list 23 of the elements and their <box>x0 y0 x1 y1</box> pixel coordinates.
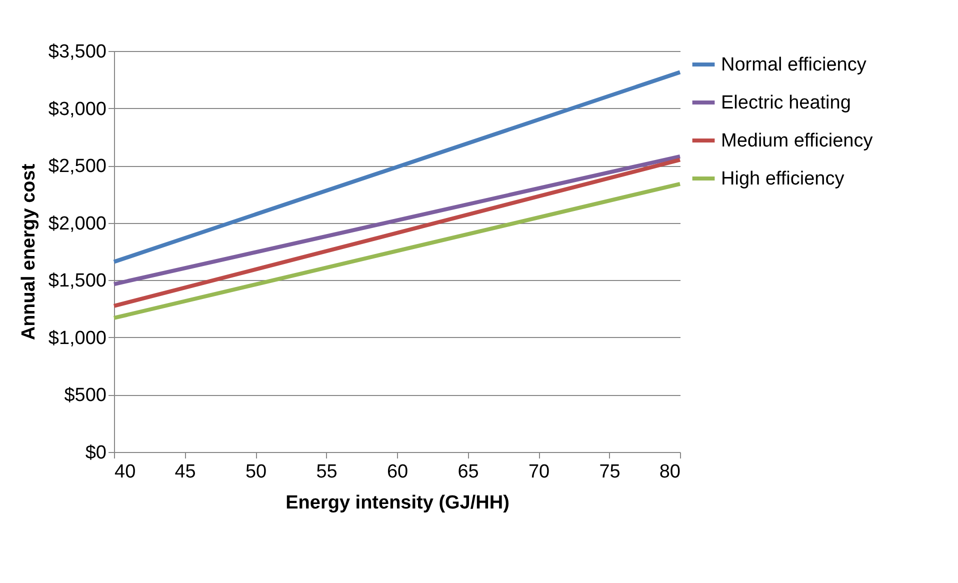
y-tick-label: $3,500 <box>48 42 106 62</box>
x-tick-label: 70 <box>528 462 550 482</box>
y-axis-title: Annual energy cost <box>18 163 40 340</box>
y-tick-label: $1,000 <box>48 328 106 349</box>
y-tick-label: $2,500 <box>48 156 106 178</box>
x-tick-label: 65 <box>458 462 479 482</box>
y-tick-label: $2,000 <box>48 213 106 234</box>
legend-label: Medium efficiency <box>721 130 874 152</box>
legend-label: High efficiency <box>721 168 845 190</box>
y-tick-label: $3,000 <box>48 98 106 120</box>
x-axis-title: Energy intensity (GJ/HH) <box>286 492 510 514</box>
y-tick-label: $0 <box>85 442 106 464</box>
x-tick-label: 55 <box>316 462 338 482</box>
legend-label: Normal efficiency <box>721 54 867 76</box>
x-tick-label: 45 <box>174 462 196 482</box>
x-tick-label: 50 <box>245 462 267 482</box>
y-tick-label: $1,500 <box>48 270 106 292</box>
x-tick-label: 80 <box>659 462 680 482</box>
x-tick-label: 40 <box>114 462 136 482</box>
x-tick-label: 60 <box>386 462 408 482</box>
y-tick-label: $500 <box>64 385 106 406</box>
legend-label: Electric heating <box>721 92 851 114</box>
x-tick-label: 75 <box>599 462 620 482</box>
